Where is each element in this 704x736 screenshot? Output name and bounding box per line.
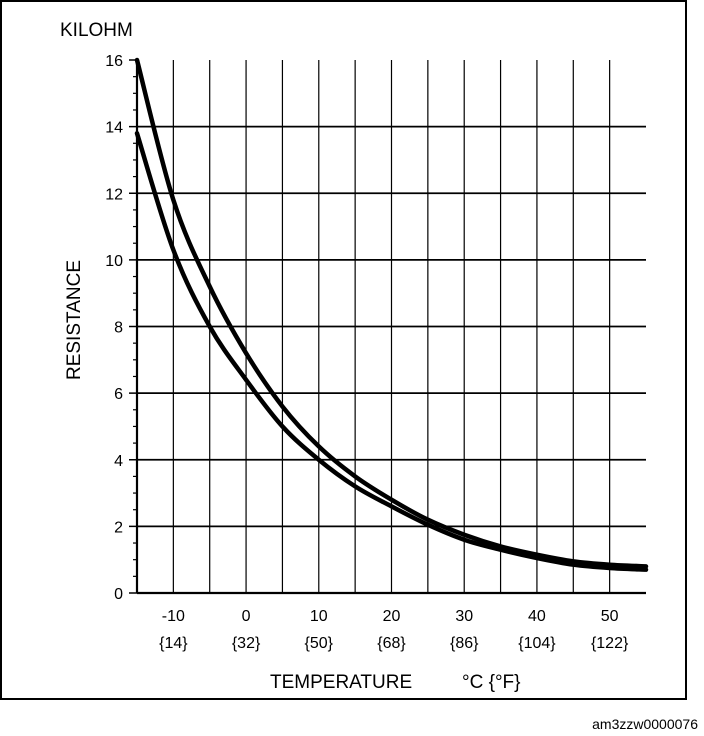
y-tick-label: 16 (105, 53, 123, 70)
x-tick-label-celsius: 50 (601, 608, 619, 625)
x-tick-label-celsius: 30 (455, 608, 473, 625)
x-tick-label-fahrenheit: {68} (377, 635, 406, 652)
x-tick-label-fahrenheit: {14} (159, 635, 188, 652)
x-tick-label-celsius: -10 (162, 608, 185, 625)
y-tick-label: 4 (114, 453, 123, 470)
x-tick-label-fahrenheit: {104} (518, 635, 556, 652)
x-tick-label-fahrenheit: {86} (450, 635, 479, 652)
x-tick-label-fahrenheit: {122} (591, 635, 629, 652)
x-tick-label-celsius: 40 (528, 608, 546, 625)
y-tick-label: 8 (114, 320, 123, 337)
x-tick-label-celsius: 20 (383, 608, 401, 625)
x-axis-unit: °C {°F} (462, 672, 521, 693)
x-axis-title: TEMPERATURE (270, 672, 412, 693)
y-tick-label: 12 (105, 186, 123, 203)
y-axis-title: RESISTANCE (64, 260, 85, 380)
x-tick-label-celsius: 10 (310, 608, 328, 625)
x-tick-label-fahrenheit: {50} (305, 635, 334, 652)
figure-id: am3zzw0000076 (592, 716, 698, 732)
series-line-upper (134, 57, 649, 569)
y-tick-label: 10 (105, 253, 123, 270)
x-tick-label-fahrenheit: {32} (232, 635, 261, 652)
y-tick-label: 14 (105, 120, 123, 137)
y-tick-label: 6 (114, 386, 123, 403)
y-unit-label: KILOHM (60, 20, 133, 41)
figure-frame (0, 0, 687, 700)
y-tick-label: 0 (114, 586, 123, 603)
series-line-lower (134, 131, 649, 572)
x-tick-label-celsius: 0 (242, 608, 251, 625)
y-tick-label: 2 (114, 519, 123, 536)
